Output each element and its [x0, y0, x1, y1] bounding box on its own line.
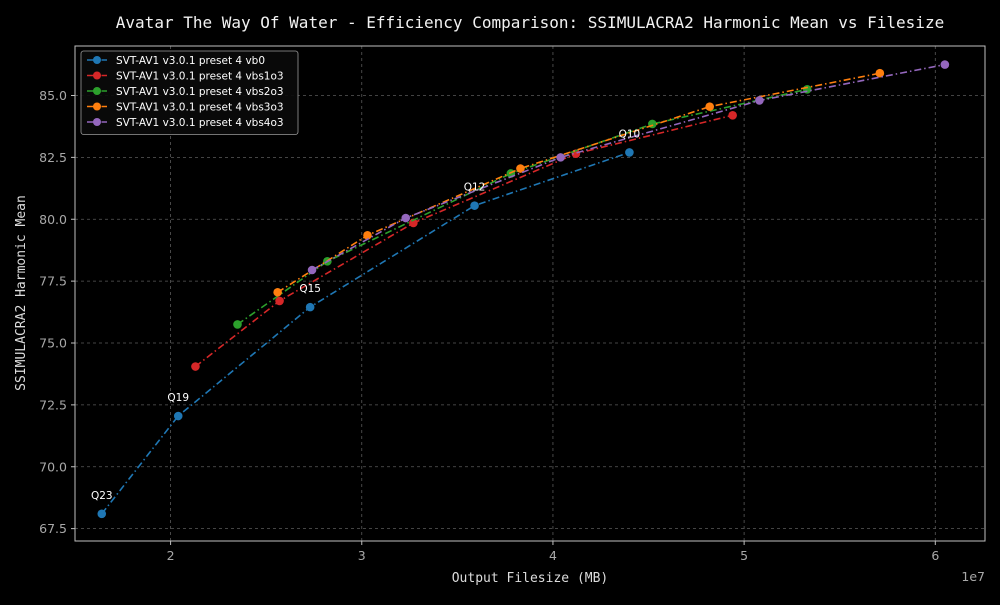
quality-annotation: Q10	[619, 128, 641, 140]
legend-label: SVT-AV1 v3.0.1 preset 4 vbs2o3	[116, 86, 284, 98]
y-tick-label: 82.5	[39, 150, 67, 165]
data-point	[273, 287, 282, 297]
data-point	[755, 96, 764, 105]
data-point	[191, 362, 200, 371]
data-point	[705, 102, 715, 111]
quality-annotation: Q19	[167, 392, 189, 404]
data-point	[173, 411, 183, 421]
legend: SVT-AV1 v3.0.1 preset 4 vb0 SVT-AV1 v3.0.…	[80, 50, 299, 135]
y-tick-label: 85.0	[39, 88, 67, 103]
data-point	[275, 296, 284, 306]
legend-item: SVT-AV1 v3.0.1 preset 4 vbs1o3	[87, 70, 284, 82]
y-tick-label: 72.5	[39, 397, 67, 412]
plot-frame	[74, 45, 986, 542]
data-point	[625, 148, 634, 157]
data-point	[233, 320, 242, 329]
legend-item: SVT-AV1 v3.0.1 preset 4 vbs2o3	[87, 86, 284, 98]
series-4	[273, 68, 885, 297]
annotation-layer: Q23 Q19 Q15 Q12 Q10	[91, 128, 640, 501]
legend-label: SVT-AV1 v3.0.1 preset 4 vbs3o3	[116, 101, 284, 113]
x-tick-label: 4	[549, 548, 557, 563]
y-tick-label: 75.0	[39, 336, 67, 351]
data-point	[97, 509, 107, 519]
chart-title: Avatar The Way Of Water - Efficiency Com…	[116, 13, 944, 32]
series-layer	[97, 60, 950, 519]
series-5	[307, 60, 950, 275]
x-axis-label: Output Filesize (MB)	[452, 571, 609, 586]
series-1	[97, 148, 634, 519]
series-line	[311, 63, 946, 271]
data-point	[875, 68, 885, 78]
x-tick-label: 2	[167, 548, 175, 563]
legend-item: SVT-AV1 v3.0.1 preset 4 vbs4o3	[87, 117, 284, 129]
legend-marker	[93, 118, 101, 126]
legend-item: SVT-AV1 v3.0.1 preset 4 vbs3o3	[87, 101, 284, 113]
data-point	[409, 218, 418, 228]
y-axis-label: SSIMULACRA2 Harmonic Mean	[14, 195, 29, 391]
data-point	[307, 265, 317, 275]
legend-marker	[93, 102, 101, 111]
series-2	[191, 111, 737, 371]
y-tick-label: 67.5	[39, 521, 67, 536]
data-point	[516, 164, 525, 173]
y-tick-label: 80.0	[39, 212, 67, 227]
legend-marker	[93, 71, 101, 80]
legend-box	[80, 50, 299, 135]
y-tick-label: 70.0	[39, 459, 67, 474]
quality-annotation: Q12	[464, 182, 486, 194]
x-tick-label: 3	[358, 548, 366, 563]
data-point	[470, 201, 479, 210]
legend-marker	[93, 87, 101, 95]
legend-label: SVT-AV1 v3.0.1 preset 4 vbs1o3	[116, 70, 284, 82]
y-tick-label: 77.5	[39, 274, 67, 289]
data-point	[305, 302, 315, 312]
grid	[75, 46, 985, 541]
data-point	[401, 213, 411, 223]
x-tick-label: 6	[931, 548, 939, 563]
data-point	[556, 153, 565, 162]
axis-ticks: 2 3 4 5 6 67.5 70.0 72.5 75.0 77.5 80.0 82.5 85.0	[39, 88, 939, 563]
legend-label: SVT-AV1 v3.0.1 preset 4 vbs4o3	[116, 117, 284, 129]
legend-marker	[93, 56, 101, 64]
x-axis-offset-label: 1e7	[961, 569, 985, 584]
x-tick-label: 5	[740, 548, 748, 563]
data-point	[940, 60, 950, 69]
quality-annotation: Q15	[299, 283, 321, 295]
legend-label: SVT-AV1 v3.0.1 preset 4 vb0	[116, 55, 265, 67]
data-point	[363, 231, 372, 240]
data-point	[728, 111, 737, 120]
legend-item: SVT-AV1 v3.0.1 preset 4 vb0	[87, 55, 265, 67]
series-line	[237, 88, 808, 326]
quality-annotation: Q23	[91, 490, 113, 502]
